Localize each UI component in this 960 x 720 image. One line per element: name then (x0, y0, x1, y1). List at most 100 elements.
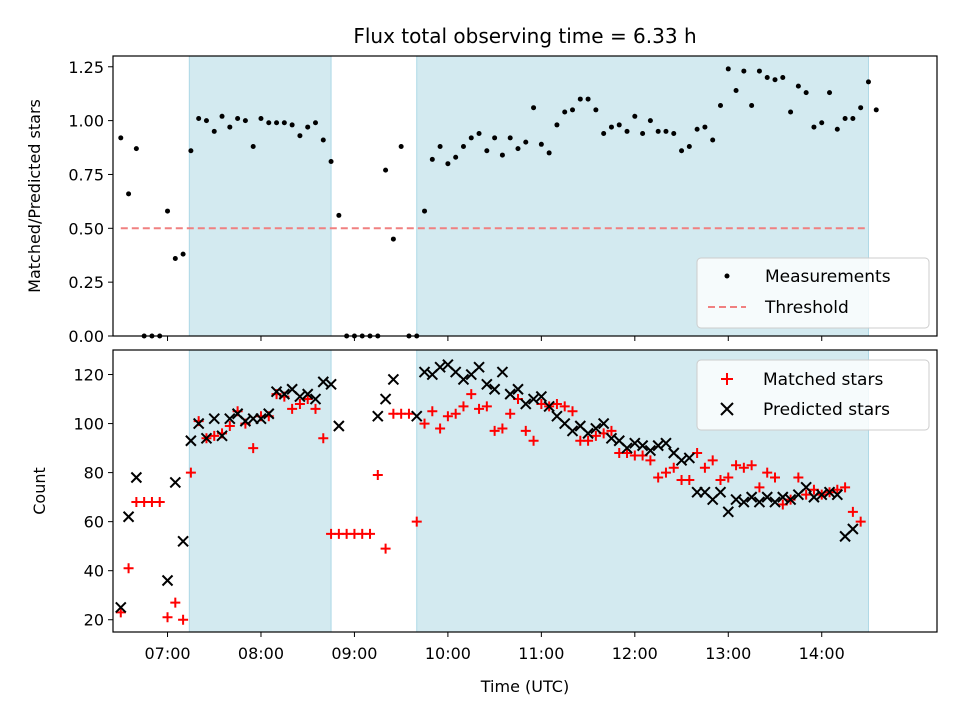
measurement-point (390, 236, 396, 242)
predicted-star-point (582, 427, 594, 440)
matched-star-point (762, 467, 773, 478)
x-axis-label: Time (UTC) (480, 677, 569, 696)
predicted-star-point (200, 432, 213, 444)
predicted-star-point (294, 390, 306, 403)
measurement-point (780, 75, 786, 81)
predicted-star-point (263, 408, 275, 420)
predicted-star-point (473, 361, 485, 373)
measurement-point (281, 120, 287, 126)
matched-star-point (668, 462, 679, 473)
predicted-star-point (411, 410, 423, 422)
measurement-point (694, 126, 700, 132)
predicted-star-point (239, 415, 252, 427)
predicted-star-point (185, 435, 197, 447)
measurement-point (203, 118, 209, 124)
matched-star-point (770, 472, 781, 483)
bottom-panel: 07:00 08:00 09:00 10:00 11:00 12:00 13:00 14:00… (30, 349, 938, 696)
measurement-point (523, 139, 529, 145)
measurement-point (577, 96, 583, 102)
matched-star-point (435, 423, 446, 434)
measurement-point (180, 251, 186, 257)
predicted-star-point (753, 496, 766, 508)
measurement-point (733, 87, 739, 93)
matched-star-point (287, 403, 298, 414)
measurement-point (460, 143, 466, 149)
matched-star-point (458, 401, 469, 412)
measurement-point (725, 66, 731, 72)
measurement-point (702, 124, 708, 130)
measurement-point (647, 118, 653, 124)
matched-star-point (209, 430, 220, 441)
predicted-star-point (520, 398, 532, 410)
y-tick-label: 1.25 (68, 58, 104, 77)
measurement-point (499, 152, 505, 158)
predicted-star-point (372, 410, 384, 422)
matched-star-point (793, 472, 804, 483)
matched-star-point (684, 474, 695, 485)
predicted-star-point (333, 420, 345, 432)
matched-star-point (622, 447, 633, 458)
predicted-star-point (309, 393, 322, 405)
predicted-star-point (738, 496, 750, 508)
measurement-point (679, 148, 685, 154)
measurement-point (827, 90, 833, 96)
predicted-star-point (379, 393, 392, 405)
measurement-point (305, 124, 311, 130)
matched-star-point (567, 406, 578, 417)
matched-star-point (723, 472, 734, 483)
measurement-point (686, 143, 692, 149)
predicted-star-point (722, 506, 734, 518)
y-tick-label: 1.00 (68, 112, 104, 131)
predicted-star-point (652, 439, 664, 452)
matched-star-point (372, 470, 383, 481)
measurement-point (756, 68, 762, 74)
matched-star-point (154, 497, 165, 508)
x-tick-label: 10:00 (425, 644, 471, 663)
matched-star-point (731, 460, 742, 471)
predicted-star-point (278, 388, 291, 400)
matched-star-point (840, 482, 851, 493)
measurement-point (492, 135, 498, 141)
matched-star-point (365, 528, 376, 539)
measurement-point (858, 105, 864, 111)
measurement-point (453, 154, 459, 160)
matched-star-point (123, 563, 134, 574)
measurement-point (749, 103, 755, 109)
predicted-star-point (605, 432, 618, 444)
measurement-point (546, 150, 552, 156)
matched-star-point (645, 455, 656, 466)
measurement-point (468, 135, 474, 141)
measurement-point (242, 118, 248, 124)
predicted-star-point (535, 390, 548, 403)
matched-star-point (380, 543, 391, 554)
measurement-point (554, 122, 560, 128)
y-tick-label: 120 (73, 366, 104, 385)
legend-predicted-label: Predicted stars (763, 400, 890, 420)
measurement-point (312, 120, 318, 126)
measurement-point (865, 79, 871, 85)
predicted-star-point (800, 481, 812, 494)
bottom-y-axis-label: Count (30, 467, 49, 515)
measurement-point (764, 75, 770, 81)
measurement-point (258, 115, 264, 121)
predicted-star-point (527, 393, 540, 405)
x-tick-label: 08:00 (238, 644, 284, 663)
measurement-point (429, 156, 435, 162)
predicted-star-point (777, 491, 789, 503)
legend-measurements-marker (724, 273, 730, 279)
measurement-point (842, 115, 848, 121)
measurement-point (188, 148, 194, 154)
predicted-star-point (730, 493, 742, 506)
predicted-star-point (636, 439, 649, 452)
predicted-star-point (621, 442, 633, 454)
measurement-point (616, 122, 622, 128)
matched-star-point (505, 408, 516, 419)
matched-star-point (411, 516, 422, 527)
matched-star-point (551, 398, 562, 409)
matched-star-point (318, 433, 329, 444)
measurement-point (515, 146, 521, 152)
matched-star-point (738, 462, 749, 473)
measurement-point (196, 115, 202, 121)
y-tick-label: 0.50 (68, 219, 104, 238)
